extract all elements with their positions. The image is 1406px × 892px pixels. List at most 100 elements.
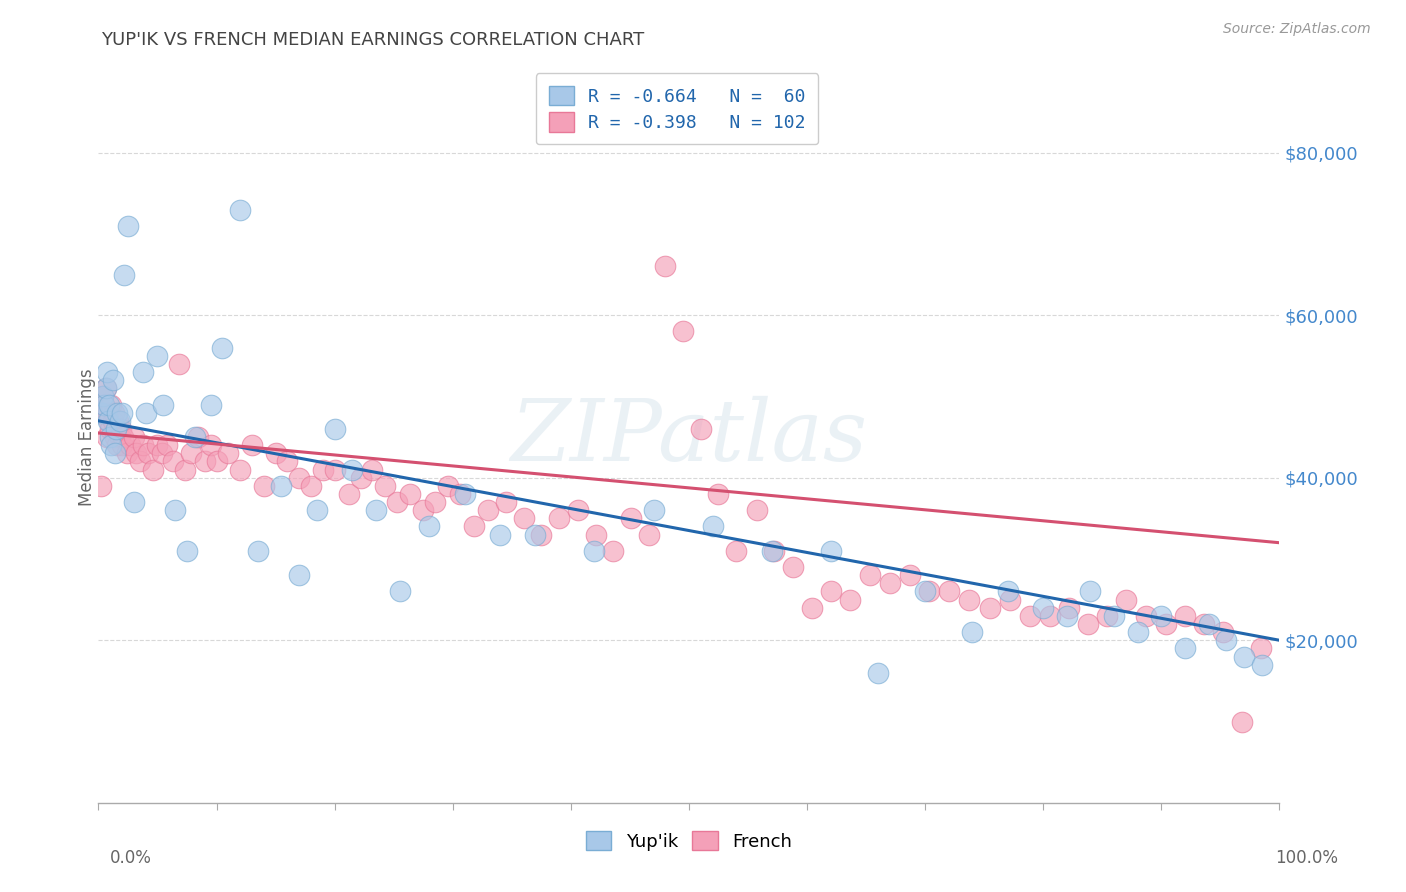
Legend: Yup'ik, French: Yup'ik, French [576,822,801,860]
Point [180,446,202,460]
Point [96,365,118,379]
Point [548,511,571,525]
Point [1102,608,1125,623]
Point [998,592,1021,607]
Point [962,625,984,640]
Point [167,357,190,371]
Point [418,519,440,533]
Point [761,544,783,558]
Point [264,446,287,460]
Point [702,519,724,533]
Point [602,544,624,558]
Point [567,503,589,517]
Point [105,438,128,452]
Point [914,584,936,599]
Point [312,462,335,476]
Point [437,479,460,493]
Point [98,430,121,444]
Point [98,398,121,412]
Point [184,430,207,444]
Y-axis label: Median Earnings: Median Earnings [79,368,96,506]
Point [104,446,127,460]
Point [620,511,643,525]
Point [820,544,842,558]
Point [1192,617,1215,632]
Point [96,430,118,444]
Point [1230,714,1253,729]
Point [1212,625,1234,640]
Point [112,268,135,282]
Point [150,446,173,460]
Point [361,462,384,476]
Point [91,406,114,420]
Point [782,560,804,574]
Point [1019,608,1042,623]
Point [165,503,187,517]
Point [156,438,179,452]
Point [689,422,711,436]
Text: YUP'IK VS FRENCH MEDIAN EARNINGS CORRELATION CHART: YUP'IK VS FRENCH MEDIAN EARNINGS CORRELA… [101,31,644,49]
Point [512,511,534,525]
Point [918,584,941,599]
Point [200,438,222,452]
Point [240,438,263,452]
Point [463,519,485,533]
Text: 0.0%: 0.0% [110,849,152,867]
Point [412,503,434,517]
Point [957,592,980,607]
Point [1174,608,1197,623]
Point [643,503,665,517]
Point [229,462,252,476]
Point [91,389,114,403]
Point [342,462,364,476]
Point [1095,608,1118,623]
Point [707,487,730,501]
Point [105,422,128,436]
Point [725,544,748,558]
Point [323,462,346,476]
Point [101,373,124,387]
Point [122,430,145,444]
Point [112,430,135,444]
Point [1250,657,1272,672]
Point [399,487,422,501]
Point [374,479,396,493]
Point [583,544,606,558]
Point [146,349,169,363]
Point [200,398,222,412]
Point [299,479,322,493]
Point [672,325,695,339]
Point [747,503,769,517]
Point [859,568,882,582]
Point [93,398,115,412]
Point [938,584,960,599]
Point [91,406,114,420]
Point [1056,608,1078,623]
Point [270,479,292,493]
Point [108,430,131,444]
Point [879,576,901,591]
Point [477,503,499,517]
Point [98,422,121,436]
Point [1250,641,1272,656]
Text: 100.0%: 100.0% [1275,849,1339,867]
Point [1154,617,1177,632]
Point [205,454,228,468]
Point [136,446,159,460]
Point [762,544,785,558]
Point [211,341,233,355]
Point [1233,649,1256,664]
Point [489,527,512,541]
Point [173,462,195,476]
Point [423,495,446,509]
Point [276,454,298,468]
Point [1057,600,1080,615]
Point [125,446,148,460]
Point [108,414,131,428]
Point [117,219,139,233]
Point [91,389,114,403]
Point [111,406,134,420]
Point [135,406,157,420]
Point [100,438,122,452]
Point [530,527,553,541]
